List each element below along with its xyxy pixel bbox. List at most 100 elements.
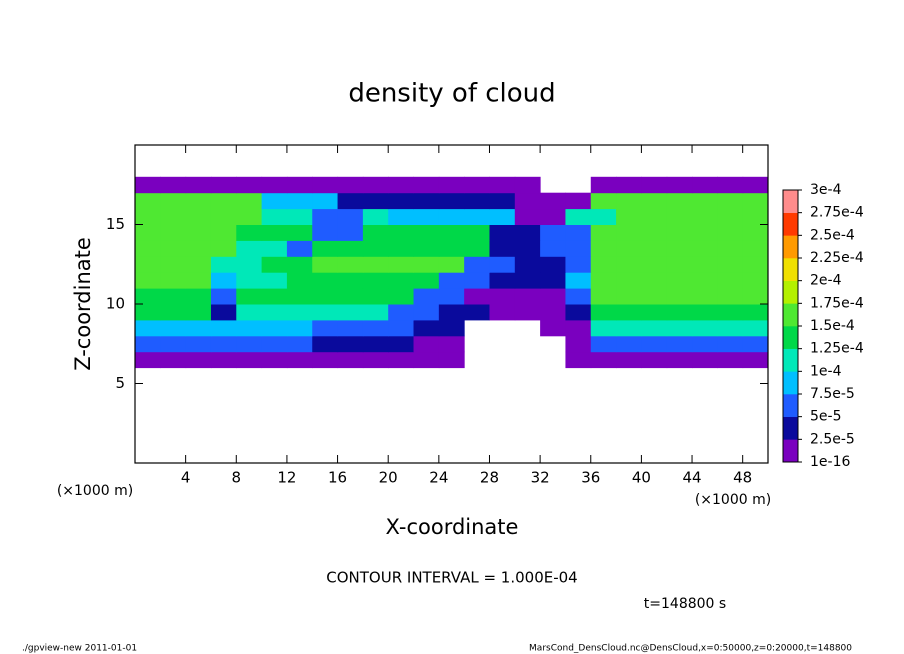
cell bbox=[540, 192, 566, 210]
x-tick-label: 36 bbox=[581, 469, 600, 487]
cell bbox=[236, 319, 263, 337]
cell bbox=[717, 192, 744, 210]
cell bbox=[185, 192, 212, 210]
cell bbox=[210, 208, 237, 225]
cell bbox=[590, 304, 617, 321]
cell bbox=[337, 319, 364, 337]
cell bbox=[135, 176, 161, 194]
cell bbox=[185, 319, 212, 337]
cell bbox=[210, 256, 237, 273]
cell bbox=[160, 335, 187, 353]
cell bbox=[641, 304, 668, 321]
cell bbox=[464, 176, 490, 194]
cell bbox=[286, 192, 313, 210]
cell bbox=[185, 272, 212, 289]
cell bbox=[514, 240, 541, 257]
cell bbox=[616, 176, 642, 194]
cell bbox=[160, 351, 187, 369]
cell bbox=[160, 192, 187, 210]
cell bbox=[362, 272, 389, 289]
colorbar-swatch bbox=[783, 348, 798, 372]
cell bbox=[565, 224, 592, 241]
cell bbox=[717, 224, 744, 241]
x-tick-label: 16 bbox=[328, 469, 347, 487]
colorbar-label: 1.25e-4 bbox=[810, 341, 864, 357]
cell bbox=[337, 304, 364, 321]
cell bbox=[210, 176, 237, 194]
cell bbox=[717, 256, 744, 273]
cell bbox=[590, 335, 617, 353]
cell bbox=[438, 192, 465, 210]
cell bbox=[616, 256, 642, 273]
cell bbox=[438, 304, 465, 321]
cell bbox=[742, 256, 769, 273]
colorbar-label: 3e-4 bbox=[810, 182, 842, 198]
cell bbox=[616, 208, 642, 225]
cell bbox=[312, 224, 339, 241]
cell bbox=[135, 240, 161, 257]
cell bbox=[666, 304, 693, 321]
cell bbox=[464, 288, 490, 305]
cell bbox=[666, 224, 693, 241]
cell bbox=[261, 335, 288, 353]
cell bbox=[616, 192, 642, 210]
cell bbox=[590, 176, 617, 194]
x-tick-label: 8 bbox=[232, 469, 242, 487]
cell bbox=[590, 351, 617, 369]
cell bbox=[388, 224, 415, 241]
cell bbox=[565, 288, 592, 305]
x-tick-label: 44 bbox=[682, 469, 701, 487]
cell bbox=[312, 256, 339, 273]
chart-title: density of cloud bbox=[348, 79, 555, 109]
cell bbox=[362, 335, 389, 353]
cell bbox=[666, 288, 693, 305]
cell bbox=[210, 288, 237, 305]
cell bbox=[692, 335, 718, 353]
cell bbox=[312, 351, 339, 369]
cell bbox=[312, 176, 339, 194]
cell bbox=[438, 224, 465, 241]
cell bbox=[236, 335, 263, 353]
cell bbox=[565, 208, 592, 225]
cell bbox=[135, 288, 161, 305]
cell bbox=[160, 240, 187, 257]
cell bbox=[742, 335, 769, 353]
cell bbox=[413, 192, 440, 210]
x-tick-label: 20 bbox=[379, 469, 398, 487]
cell bbox=[742, 240, 769, 257]
cell bbox=[540, 208, 566, 225]
cell bbox=[413, 304, 440, 321]
colorbar-swatch bbox=[783, 212, 798, 236]
cell bbox=[742, 224, 769, 241]
colorbar-label: 2.25e-4 bbox=[810, 250, 864, 266]
cell bbox=[413, 351, 440, 369]
cell bbox=[692, 304, 718, 321]
cell bbox=[666, 256, 693, 273]
colorbar-label: 2.5e-5 bbox=[810, 431, 855, 447]
cell bbox=[590, 272, 617, 289]
cell bbox=[565, 256, 592, 273]
cell bbox=[590, 319, 617, 337]
cell bbox=[489, 256, 516, 273]
cell bbox=[185, 224, 212, 241]
cell bbox=[261, 176, 288, 194]
cell bbox=[489, 192, 516, 210]
cell bbox=[236, 208, 263, 225]
cell bbox=[160, 272, 187, 289]
colorbar-swatch bbox=[783, 280, 798, 304]
x-tick-label: 4 bbox=[181, 469, 191, 487]
cell bbox=[413, 272, 440, 289]
cell bbox=[742, 288, 769, 305]
cell bbox=[135, 192, 161, 210]
cell bbox=[312, 240, 339, 257]
cell bbox=[337, 208, 364, 225]
x-unit-left: (×1000 m) bbox=[57, 483, 133, 499]
cell bbox=[590, 256, 617, 273]
cell bbox=[312, 208, 339, 225]
cell bbox=[362, 256, 389, 273]
cell bbox=[185, 288, 212, 305]
cell bbox=[489, 272, 516, 289]
cell bbox=[160, 256, 187, 273]
cell bbox=[261, 208, 288, 225]
cell bbox=[261, 192, 288, 210]
